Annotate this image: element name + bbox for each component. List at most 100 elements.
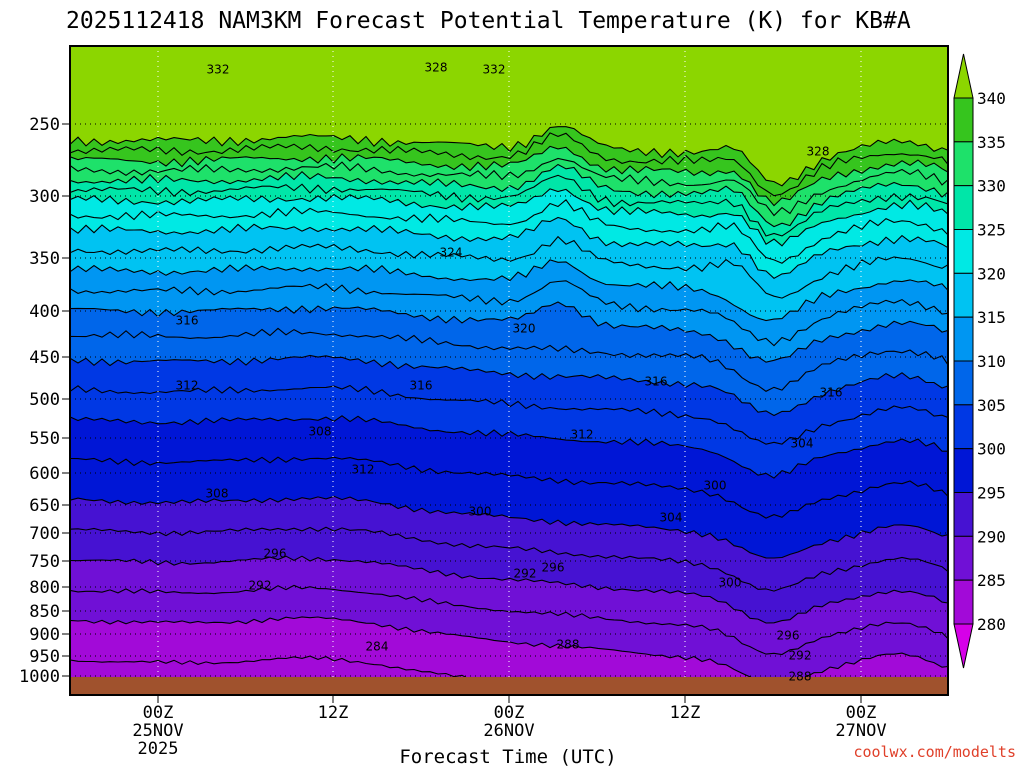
contour-label: 296 [777,629,800,643]
colorbar-label: 280 [977,615,1006,634]
y-tick-label: 1000 [19,667,60,687]
contour-line [70,415,948,479]
colorbar-label: 290 [977,527,1006,546]
contour-line [70,132,948,197]
y-tick-label: 600 [29,464,60,484]
contour-line [70,327,948,392]
x-axis-label: Forecast Time (UTC) [399,746,616,768]
contour-label: 328 [425,61,448,75]
contour-labels: 332 328 332 328 324 316 320 312 316 316 316 308 312 3… [176,61,843,684]
contour-line [70,198,948,264]
colorbar-label: 320 [977,264,1006,283]
colorbar-label: 325 [977,221,1006,240]
contour-line [70,126,948,187]
contour-label: 288 [557,638,580,652]
contour-line [70,526,948,592]
colorbar-segment [953,97,974,143]
contour-band [70,616,948,695]
y-tick-label: 350 [29,249,60,269]
contour-band [70,217,948,321]
contour-line [70,145,948,207]
colorbar-segment [953,229,974,274]
contour-line [70,188,948,247]
contour-label: 332 [483,63,506,77]
colorbar-segment [953,448,974,493]
y-tick-label: 300 [29,187,60,207]
contour-line [70,354,948,417]
contour-line [70,495,948,559]
y-tick-label: 400 [29,302,60,322]
y-tick-label: 850 [29,602,60,622]
contour-label: 320 [513,322,536,336]
contour-label: 324 [440,246,463,260]
contour-label: 312 [352,463,375,477]
y-tick-label: 800 [29,578,60,598]
contour-band [70,188,948,279]
contour-line [70,259,948,322]
contour-label: 300 [719,576,742,590]
plot-area: 332 328 332 328 324 316 320 312 316 316 316 308 312 3… [70,46,948,695]
colorbar-segment [953,272,974,318]
colorbar-segment [953,492,974,537]
contour-label: 304 [660,511,683,525]
colorbar: 340 335 330 325 320 315 310 305 300 295 290 285 280 [953,53,1006,669]
contour-label: 316 [820,386,843,400]
colorbar-label: 295 [977,484,1006,503]
contour-label: 304 [791,437,814,451]
contour-label: 316 [176,314,199,328]
contour-line [70,584,948,656]
x-tick-label-time: 12Z [318,703,349,723]
colorbar-segment [953,535,974,581]
colorbar-label: 330 [977,177,1006,196]
contour-label: 292 [514,567,537,581]
grid-lines [70,46,948,695]
colorbar-label: 285 [977,571,1006,590]
colorbar-label: 310 [977,352,1006,371]
y-tick-label: 650 [29,496,60,516]
credit-text: coolwx.com/modelts [853,743,1016,761]
contour-band [70,496,948,623]
y-tick-label: 500 [29,390,60,410]
contour-label: 308 [206,487,229,501]
contour-band [70,164,948,246]
y-tick-label: 950 [29,647,60,667]
contour-label: 300 [469,505,492,519]
colorbar-arrow-top [953,53,974,99]
x-tick-label-day: 25NOV [132,721,183,741]
chart-title: 2025112418 NAM3KM Forecast Potential Tem… [66,8,911,34]
x-tick-label-time: 00Z [143,703,174,723]
colorbar-segment [953,579,974,625]
contour-label: 292 [249,579,272,593]
colorbar-segment [953,404,974,450]
contour-line [70,384,948,445]
ground-surface [70,677,948,695]
y-tick-label: 550 [29,429,60,449]
contour-label: 292 [789,649,812,663]
colorbar-arrow-bottom [953,623,974,669]
colorbar-label: 300 [977,440,1006,459]
contour-label: 312 [176,379,199,393]
contour-band [70,146,948,227]
contour-band [70,46,948,186]
contour-label: 284 [366,640,389,654]
colorbar-label: 340 [977,89,1006,108]
contour-label: 328 [807,145,830,159]
contour-label: 316 [410,379,433,393]
y-tick-label: 750 [29,552,60,572]
contour-label: 300 [704,479,727,493]
contour-label: 332 [207,63,230,77]
contour-label: 296 [542,561,565,575]
contour-line [70,301,948,363]
contour-line [70,280,948,347]
y-tick-label: 250 [29,115,60,135]
y-tick-label: 450 [29,348,60,368]
x-tick-label-day: 26NOV [483,721,534,741]
contour-line [70,456,948,519]
x-tick-label-year: 2025 [138,739,179,759]
contour-line [70,163,948,228]
contour-label: 312 [571,428,594,442]
colorbar-segment [953,360,974,406]
contour-label: 316 [645,375,668,389]
